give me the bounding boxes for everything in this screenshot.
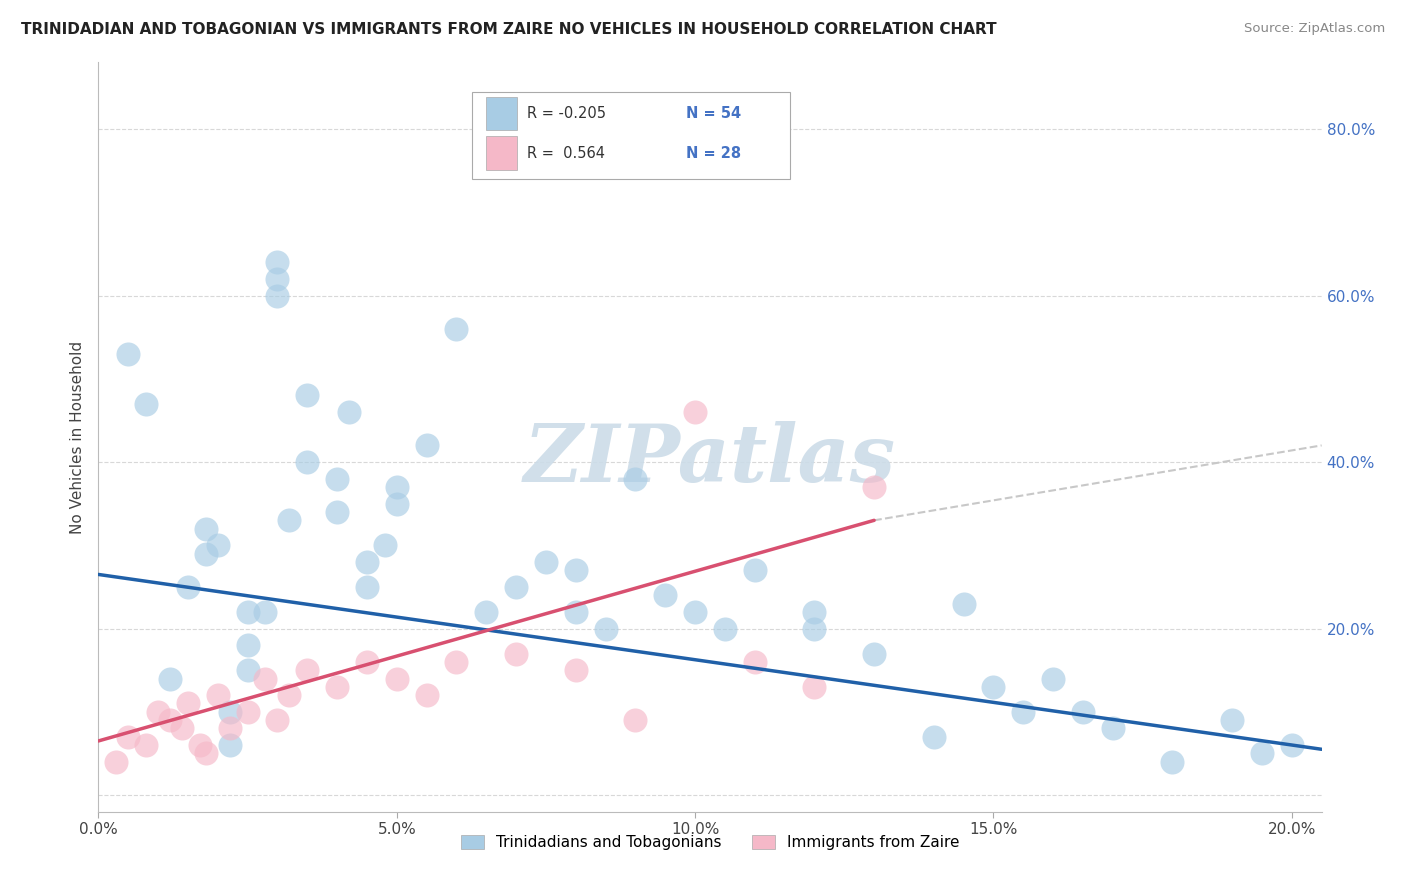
- Point: [803, 622, 825, 636]
- Point: [356, 580, 378, 594]
- Point: [218, 722, 240, 736]
- Point: [177, 697, 200, 711]
- Text: R = -0.205: R = -0.205: [527, 106, 606, 121]
- Point: [218, 705, 240, 719]
- Point: [1012, 705, 1035, 719]
- Legend: Trinidadians and Tobagonians, Immigrants from Zaire: Trinidadians and Tobagonians, Immigrants…: [454, 830, 966, 856]
- Point: [565, 663, 588, 677]
- Bar: [486, 96, 517, 130]
- Point: [170, 722, 193, 736]
- Text: ZIPatlas: ZIPatlas: [524, 421, 896, 499]
- Point: [356, 655, 378, 669]
- Point: [983, 680, 1005, 694]
- Point: [194, 547, 217, 561]
- Point: [188, 738, 211, 752]
- Point: [952, 597, 974, 611]
- Point: [337, 405, 360, 419]
- Point: [415, 438, 437, 452]
- Point: [236, 605, 259, 619]
- Point: [218, 738, 240, 752]
- Text: R =  0.564: R = 0.564: [527, 145, 605, 161]
- Point: [863, 480, 886, 494]
- Point: [1161, 755, 1184, 769]
- Point: [744, 563, 766, 577]
- FancyBboxPatch shape: [471, 93, 790, 178]
- Point: [117, 730, 139, 744]
- Point: [105, 755, 128, 769]
- Point: [135, 738, 157, 752]
- Point: [297, 388, 319, 402]
- Point: [159, 713, 181, 727]
- Point: [254, 605, 277, 619]
- Point: [803, 605, 825, 619]
- Point: [446, 655, 468, 669]
- Point: [356, 555, 378, 569]
- Point: [744, 655, 766, 669]
- Text: N = 28: N = 28: [686, 145, 741, 161]
- Point: [1281, 738, 1303, 752]
- Point: [254, 672, 277, 686]
- Point: [194, 522, 217, 536]
- Text: Source: ZipAtlas.com: Source: ZipAtlas.com: [1244, 22, 1385, 36]
- Point: [565, 563, 588, 577]
- Point: [278, 513, 301, 527]
- Point: [266, 255, 288, 269]
- Bar: [486, 136, 517, 170]
- Point: [266, 272, 288, 286]
- Point: [534, 555, 557, 569]
- Point: [236, 638, 259, 652]
- Point: [714, 622, 737, 636]
- Point: [297, 455, 319, 469]
- Point: [922, 730, 945, 744]
- Point: [266, 713, 288, 727]
- Point: [683, 605, 706, 619]
- Point: [624, 713, 647, 727]
- Point: [326, 505, 349, 519]
- Point: [505, 580, 527, 594]
- Point: [1220, 713, 1243, 727]
- Point: [177, 580, 200, 594]
- Text: TRINIDADIAN AND TOBAGONIAN VS IMMIGRANTS FROM ZAIRE NO VEHICLES IN HOUSEHOLD COR: TRINIDADIAN AND TOBAGONIAN VS IMMIGRANTS…: [21, 22, 997, 37]
- Point: [565, 605, 588, 619]
- Point: [475, 605, 498, 619]
- Point: [863, 647, 886, 661]
- Point: [1042, 672, 1064, 686]
- Point: [1071, 705, 1094, 719]
- Point: [207, 538, 229, 552]
- Point: [297, 663, 319, 677]
- Point: [236, 705, 259, 719]
- Point: [1251, 747, 1274, 761]
- Point: [385, 497, 408, 511]
- Point: [278, 688, 301, 702]
- Point: [624, 472, 647, 486]
- Point: [446, 322, 468, 336]
- Point: [1101, 722, 1123, 736]
- Y-axis label: No Vehicles in Household: No Vehicles in Household: [70, 341, 86, 533]
- Point: [135, 397, 157, 411]
- Point: [194, 747, 217, 761]
- Point: [505, 647, 527, 661]
- Point: [326, 680, 349, 694]
- Point: [266, 288, 288, 302]
- Point: [159, 672, 181, 686]
- Point: [236, 663, 259, 677]
- Point: [803, 680, 825, 694]
- Point: [207, 688, 229, 702]
- Text: N = 54: N = 54: [686, 106, 741, 121]
- Point: [326, 472, 349, 486]
- Point: [385, 672, 408, 686]
- Point: [117, 347, 139, 361]
- Point: [654, 588, 676, 602]
- Point: [415, 688, 437, 702]
- Point: [595, 622, 617, 636]
- Point: [683, 405, 706, 419]
- Point: [385, 480, 408, 494]
- Point: [374, 538, 396, 552]
- Point: [146, 705, 169, 719]
